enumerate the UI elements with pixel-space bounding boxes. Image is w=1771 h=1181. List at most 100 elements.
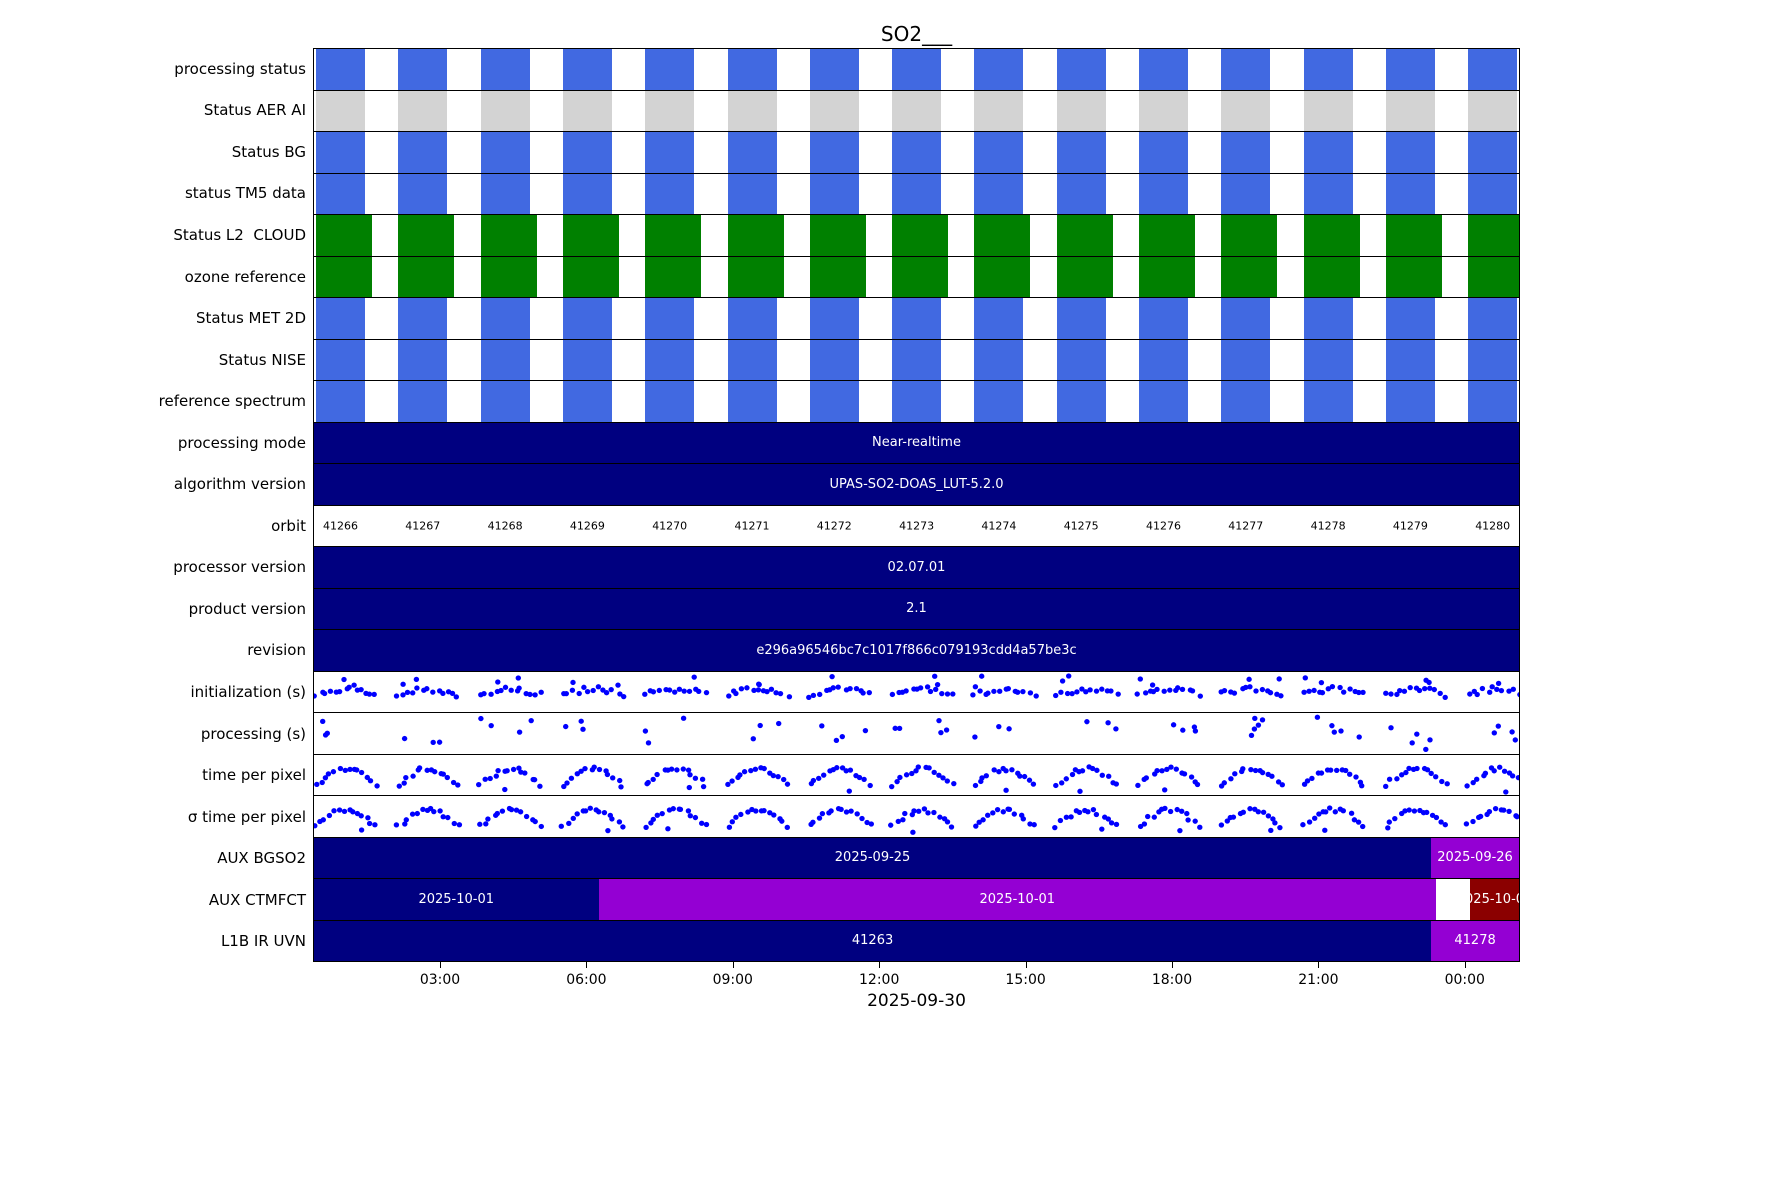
status-block (398, 132, 448, 173)
row-time-per-pixel (314, 795, 1519, 837)
status-block (480, 298, 530, 339)
row-label-aux-ctmfct: AUX CTMFCT (208, 890, 306, 909)
status-block (974, 339, 1024, 380)
status-block (809, 256, 866, 297)
status-block (398, 90, 448, 131)
status-block (809, 173, 859, 214)
status-block (892, 215, 949, 256)
status-block (645, 215, 702, 256)
bar-value: 2025-09-26 (1437, 850, 1513, 866)
status-block (398, 173, 448, 214)
status-block (1221, 49, 1271, 90)
row-label-status-tm5-data: status TM5 data (184, 184, 306, 203)
status-block (645, 90, 695, 131)
status-block (1221, 90, 1271, 131)
x-tick-label: 15:00 (1005, 972, 1046, 988)
bar-value: e296a96546bc7c1017f866c079193cdd4a57be3c (756, 642, 1077, 658)
status-block (1468, 339, 1518, 380)
status-block (809, 49, 859, 90)
segment-aux-ctmfct-2 (1436, 879, 1471, 920)
scatter-initialization-s (314, 672, 1519, 700)
status-block (1468, 90, 1518, 131)
status-block (727, 90, 777, 131)
status-block (1303, 132, 1353, 173)
status-block (1056, 132, 1106, 173)
bar-value: 2025-09-25 (834, 850, 911, 866)
status-block (645, 381, 695, 422)
chart-title: SO2___ (880, 22, 953, 46)
status-block (727, 173, 777, 214)
x-tick-label: 09:00 (712, 972, 753, 988)
status-block (809, 298, 859, 339)
orbit-number: 41276 (1146, 519, 1181, 533)
x-tick (1464, 962, 1466, 968)
row-ozone-reference (314, 255, 1519, 297)
status-block (398, 256, 455, 297)
status-block (974, 215, 1031, 256)
status-block (1385, 339, 1435, 380)
status-block (727, 49, 777, 90)
status-block (480, 90, 530, 131)
bar-value: UPAS-SO2-DOAS_LUT-5.2.0 (829, 476, 1004, 492)
status-block (892, 173, 942, 214)
status-block (480, 49, 530, 90)
status-block (1139, 215, 1195, 256)
x-tick (1172, 962, 1173, 968)
status-block (727, 381, 777, 422)
status-block (1303, 49, 1353, 90)
row-label-status-aer-ai: Status AER AI (203, 101, 306, 120)
status-block (1468, 215, 1519, 256)
status-block (1221, 256, 1278, 297)
status-block (1056, 256, 1113, 297)
row-orbit: 41266 41267 41268 41269 41270 41271 41272 41273… (314, 504, 1519, 546)
status-block (1139, 339, 1188, 380)
status-block (809, 381, 859, 422)
status-block (1056, 339, 1106, 380)
x-tick-label: 18:00 (1151, 972, 1193, 988)
bar-value: 41263 (851, 933, 894, 949)
status-block (1303, 90, 1353, 131)
status-block (1468, 256, 1519, 297)
row-label-orbit: orbit (271, 516, 306, 535)
row-processing-mode: Near-realtime (314, 421, 1519, 463)
orbit-number: 41272 (816, 519, 852, 533)
status-block (1303, 256, 1360, 297)
status-block (398, 339, 448, 380)
row-label-status-met-2d: Status MET 2D (195, 309, 306, 328)
status-block (562, 339, 612, 380)
row-status-nise (314, 338, 1519, 380)
status-block (809, 215, 866, 256)
status-block (316, 49, 365, 90)
status-block (1303, 298, 1353, 339)
x-tick (1025, 962, 1027, 968)
x-axis: 03:00 06:00 09:00 12:00 15:00 18:00 21:00 00:00 (313, 962, 1520, 1002)
status-block (1139, 49, 1188, 90)
row-label-status-nise: Status NISE (218, 350, 306, 369)
row-status-l2-cloud (314, 214, 1519, 256)
scatter-time-per-pixel (314, 763, 1519, 795)
row-label-processing-mode: processing mode (177, 433, 306, 452)
status-block (398, 381, 448, 422)
status-block (974, 90, 1024, 131)
orbit-number: 41274 (981, 519, 1017, 533)
row-aux-ctmfct: 2025-10-01 2025-10-01 2025-10-02 (314, 878, 1519, 920)
x-tick-label: 12:00 (859, 972, 900, 988)
status-block (645, 173, 695, 214)
status-block (480, 339, 530, 380)
status-block (480, 132, 530, 173)
status-block (562, 90, 612, 131)
status-block (1139, 90, 1188, 131)
x-tick (440, 962, 441, 968)
bar-value: 2025-10-01 (418, 891, 495, 907)
status-block (645, 298, 695, 339)
row-aux-bgso2: 2025-09-25 2025-09-26 (314, 836, 1519, 878)
status-block (480, 381, 530, 422)
status-block (1385, 49, 1435, 90)
row-l1b-ir-uvn: 41263 41278 (314, 919, 1519, 961)
status-block (1385, 215, 1442, 256)
status-block (974, 298, 1024, 339)
status-block (398, 49, 448, 90)
scatter-processing-s (320, 714, 1519, 753)
row-processing-status (314, 49, 1519, 90)
status-block (892, 90, 942, 131)
